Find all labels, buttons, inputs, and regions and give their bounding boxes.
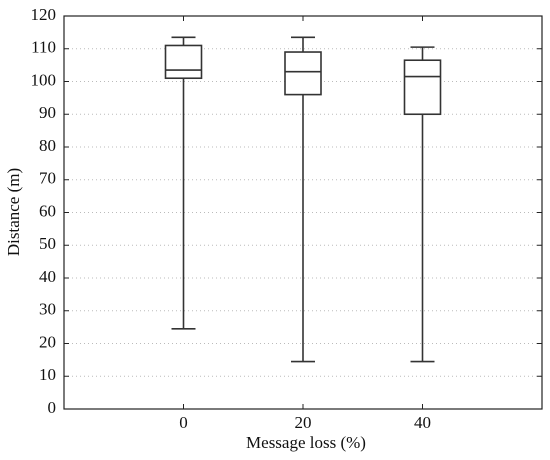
y-tick-label: 70 xyxy=(39,169,56,188)
y-tick-label: 120 xyxy=(31,5,57,24)
y-tick-label: 110 xyxy=(31,38,56,57)
y-tick-label: 50 xyxy=(39,234,56,253)
y-tick-label: 60 xyxy=(39,201,56,220)
box xyxy=(403,59,442,116)
x-tick-label: 20 xyxy=(295,413,312,432)
y-tick-label: 40 xyxy=(39,267,56,286)
y-axis-label: Distance (m) xyxy=(4,168,23,256)
y-tick-label: 0 xyxy=(48,398,57,417)
box xyxy=(284,51,322,96)
plot-frame xyxy=(63,15,543,410)
y-tick-label: 10 xyxy=(39,365,56,384)
x-tick-label: 40 xyxy=(414,413,431,432)
y-tick-label: 20 xyxy=(39,332,56,351)
y-tick-label: 80 xyxy=(39,136,56,155)
box xyxy=(164,44,203,80)
x-tick-label: 0 xyxy=(179,413,188,432)
y-tick-label: 100 xyxy=(31,70,57,89)
x-axis-label: Message loss (%) xyxy=(246,433,366,452)
y-tick-label: 30 xyxy=(39,300,56,319)
y-tick-label: 90 xyxy=(39,103,56,122)
